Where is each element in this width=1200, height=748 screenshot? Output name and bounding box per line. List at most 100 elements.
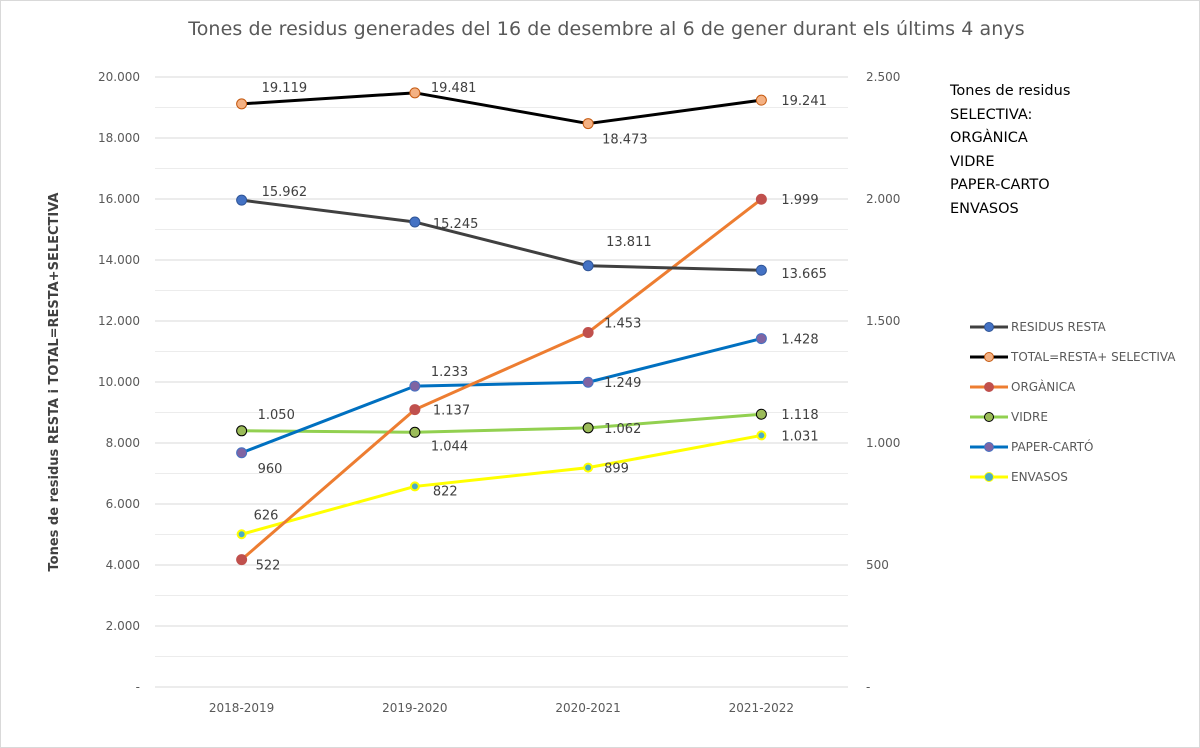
data-point-residus-resta	[409, 216, 421, 228]
legend-item-envasos: ENVASOS	[970, 462, 1176, 492]
annotation-line: Tones de residus	[950, 83, 1071, 99]
data-label: 1.044	[431, 439, 468, 454]
data-label: 1.999	[781, 193, 818, 208]
series-line-paper-carto	[241, 337, 762, 455]
data-point-total-resta-selectiva	[409, 87, 421, 99]
data-label: 1.453	[604, 316, 641, 331]
y-right-tick-label: 2.000	[866, 192, 900, 206]
legend-line-marker-icon	[970, 472, 1008, 482]
data-point-residus-resta	[755, 264, 767, 276]
data-label: 822	[433, 484, 458, 499]
data-point-envasos	[583, 462, 594, 473]
series-line-organica	[240, 198, 763, 561]
data-point-organica	[755, 193, 767, 205]
data-label: 15.962	[262, 185, 308, 200]
data-label: 1.249	[604, 376, 641, 391]
y-left-tick-label: 4.000	[106, 558, 140, 572]
data-point-organica	[582, 326, 594, 338]
y-left-tick-label: 6.000	[106, 497, 140, 511]
y-right-tick-label: 1.000	[866, 436, 900, 450]
y-right-tick-label: 1.500	[866, 314, 900, 328]
legend-line-marker-icon	[970, 442, 1008, 452]
data-point-envasos	[756, 430, 767, 441]
data-label: 18.473	[602, 133, 648, 148]
data-label: 960	[258, 462, 283, 477]
data-point-vidre	[755, 408, 767, 420]
data-point-total-resta-selectiva	[755, 94, 767, 106]
legend-label: VIDRE	[1011, 410, 1048, 424]
data-label: 1.118	[781, 408, 818, 423]
annotation-line: ENVASOS	[950, 200, 1019, 217]
y-left-tick-label: 10.000	[98, 375, 140, 389]
y-right-tick-label: 500	[866, 558, 889, 572]
data-label: 19.119	[262, 81, 308, 96]
legend-line-marker-icon	[970, 322, 1008, 332]
y-left-tick-label: 20.000	[98, 70, 140, 84]
legend: RESIDUS RESTA TOTAL=RESTA+ SELECTIVA ORGÀN…	[970, 312, 1176, 492]
data-point-paper-carto	[409, 380, 421, 392]
data-label: 19.481	[431, 81, 477, 96]
data-point-paper-carto	[236, 447, 248, 459]
annotation-note: Tones de residus SELECTIVA: ORGÀNICA VID…	[950, 80, 1070, 221]
data-point-organica	[409, 404, 421, 416]
y-left-tick-label: 12.000	[98, 314, 140, 328]
x-tick-label: 2020-2021	[555, 701, 620, 715]
data-label: 15.245	[433, 217, 479, 232]
annotation-line: SELECTIVA:	[950, 106, 1033, 123]
y-left-tick-label: 18.000	[98, 131, 140, 145]
legend-item-residus-resta: RESIDUS RESTA	[970, 312, 1176, 342]
annotation-line: ORGÀNICA	[950, 130, 1028, 146]
data-label: 1.031	[781, 429, 818, 444]
legend-label: TOTAL=RESTA+ SELECTIVA	[1011, 350, 1176, 364]
y-left-tick-label: 8.000	[106, 436, 140, 450]
x-tick-label: 2018-2019	[209, 701, 274, 715]
legend-label: PAPER-CARTÓ	[1011, 440, 1094, 454]
y-axis-right: - 500 1.000 1.500 2.000 2.500	[866, 70, 900, 694]
annotation-line: PAPER-CARTO	[950, 177, 1050, 193]
data-point-total-resta-selectiva	[236, 98, 248, 110]
y-left-tick-label: 14.000	[98, 253, 140, 267]
data-point-organica	[236, 554, 248, 566]
data-point-vidre	[582, 422, 594, 434]
data-label: 1.137	[433, 404, 470, 419]
data-label: 522	[256, 559, 281, 574]
chart-title: Tones de residus generades del 16 de des…	[188, 18, 1025, 40]
y-axis-left: - 2.000 4.000 6.000 8.000 10.000 12.000 14.000 1…	[98, 70, 140, 694]
data-label: 13.811	[606, 235, 652, 250]
y-right-tick-label: 2.500	[866, 70, 900, 84]
x-axis: 2018-2019 2019-2020 2020-2021 2021-2022	[209, 701, 794, 715]
data-label: 1.050	[258, 408, 295, 423]
y-left-tick-label: 2.000	[106, 619, 140, 633]
y-left-tick-label: 16.000	[98, 192, 140, 206]
legend-label: ENVASOS	[1011, 470, 1068, 484]
data-point-envasos	[236, 529, 247, 540]
y-axis-title: Tones de residus RESTA i TOTAL=RESTA+SEL…	[47, 193, 62, 572]
legend-label: ORGÀNICA	[1011, 380, 1076, 394]
y-right-tick-label: -	[866, 680, 870, 694]
legend-item-vidre: VIDRE	[970, 402, 1176, 432]
series-group	[236, 87, 767, 566]
data-point-vidre	[236, 425, 248, 437]
series-line-residus-resta	[241, 198, 762, 272]
legend-label: RESIDUS RESTA	[1011, 320, 1106, 334]
data-label: 13.665	[781, 267, 827, 282]
data-point-vidre	[409, 426, 421, 438]
data-label: 626	[254, 508, 279, 523]
annotation-line: VIDRE	[950, 153, 995, 170]
series-line-vidre	[241, 412, 762, 434]
data-point-residus-resta	[236, 194, 248, 206]
x-tick-label: 2021-2022	[729, 701, 794, 715]
legend-item-organica: ORGÀNICA	[970, 372, 1176, 402]
data-label: 1.428	[781, 333, 818, 348]
data-point-total-resta-selectiva	[582, 118, 594, 130]
series-line-envasos	[241, 433, 762, 536]
series-line-total-resta-selectiva	[241, 91, 762, 126]
data-label: 1.233	[431, 365, 468, 380]
legend-line-marker-icon	[970, 382, 1008, 392]
data-label: 19.241	[781, 94, 827, 109]
data-point-paper-carto	[582, 376, 594, 388]
gridlines	[155, 76, 848, 688]
data-point-envasos	[409, 481, 420, 492]
